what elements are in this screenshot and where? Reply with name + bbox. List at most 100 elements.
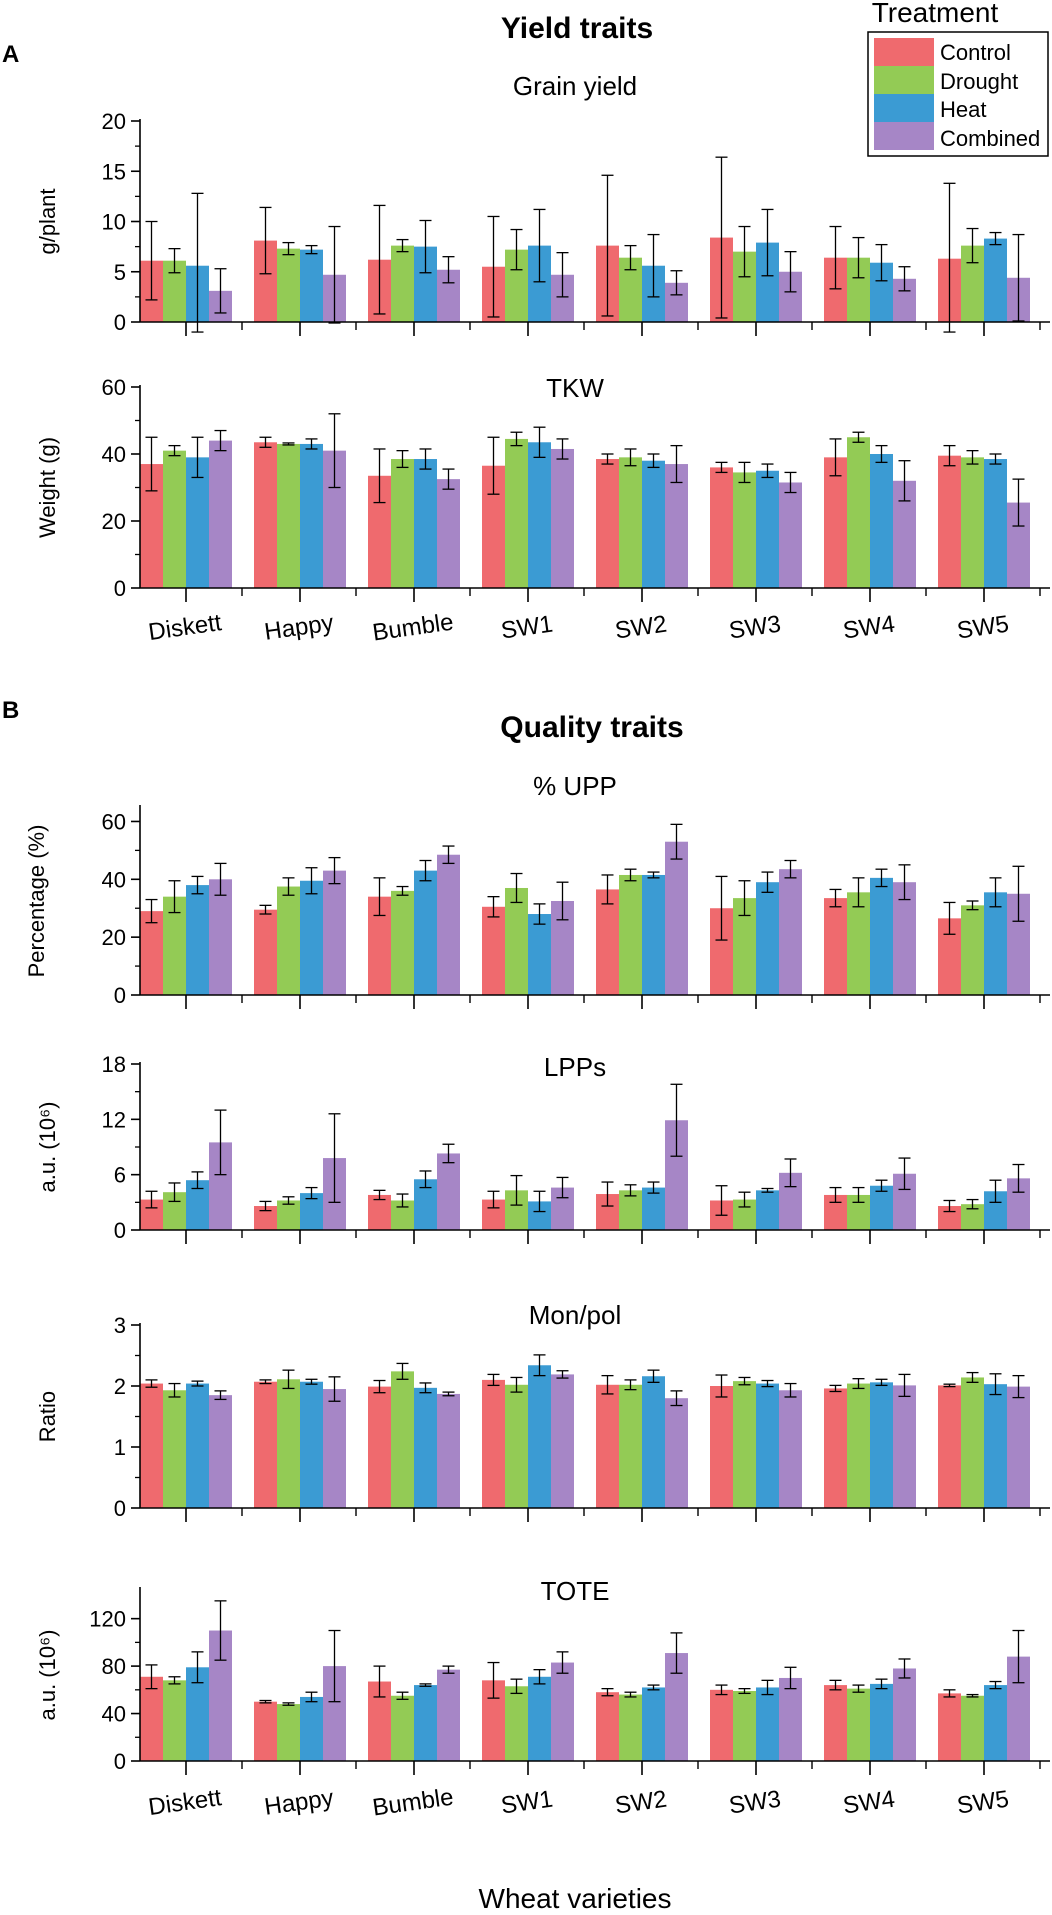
bar-control-sw2: [596, 1692, 619, 1761]
bar-control-sw4: [824, 257, 847, 322]
bar-heat-sw4: [870, 454, 893, 588]
legend-label-control: Control: [940, 40, 1011, 65]
chart-1: Grain yield g/plant 0 5 10 15 20: [35, 71, 1050, 336]
chart-title: TKW: [546, 373, 604, 403]
bar-control-happy: [254, 1701, 277, 1761]
y-tick-label: 5: [114, 260, 126, 285]
chart-2: TKW Weight (g) 0 20 40 60 Diskett Happy Bumble SW…: [35, 373, 1050, 647]
legend-swatch-combined: [874, 122, 934, 150]
bar-heat-sw3: [756, 1687, 779, 1761]
bar-heat-happy: [300, 1193, 323, 1230]
bar-drought-sw3: [733, 251, 756, 322]
y-tick-label: 0: [114, 1218, 126, 1243]
bar-combined-bumble: [437, 479, 460, 588]
bar-combined-sw1: [551, 901, 574, 995]
legend: Treatment Control Drought Heat Combined: [867, 0, 1049, 157]
y-tick-label: 0: [114, 1749, 126, 1774]
bar-control-sw3: [710, 1689, 733, 1761]
bar-combined-sw4: [893, 278, 916, 322]
bar-combined-sw4: [893, 1668, 916, 1761]
bar-combined-sw2: [665, 1398, 688, 1508]
bar-control-happy: [254, 1381, 277, 1508]
bar-drought-bumble: [391, 1200, 414, 1230]
bar-control-bumble: [368, 475, 391, 588]
bar-control-sw3: [710, 467, 733, 588]
bar-heat-sw2: [642, 1687, 665, 1761]
chart-title: % UPP: [533, 771, 617, 801]
bar-heat-sw5: [984, 1685, 1007, 1761]
category-label-sw5: SW5: [955, 1786, 1010, 1820]
bar-drought-sw5: [961, 245, 984, 322]
bar-drought-sw2: [619, 874, 642, 995]
category-label-bumble: Bumble: [371, 609, 455, 647]
chart-title: Mon/pol: [529, 1300, 622, 1330]
bar-heat-happy: [300, 249, 323, 322]
bar-drought-bumble: [391, 890, 414, 995]
chart-title: LPPs: [544, 1052, 606, 1082]
bar-drought-bumble: [391, 459, 414, 588]
bar-control-sw1: [482, 1379, 505, 1508]
chart-title: TOTE: [541, 1576, 610, 1606]
chart-title: Grain yield: [513, 71, 637, 101]
bar-drought-bumble: [391, 245, 414, 322]
bar-heat-sw4: [870, 262, 893, 322]
bar-drought-bumble: [391, 1371, 414, 1508]
bar-heat-sw3: [756, 242, 779, 322]
bar-control-diskett: [140, 1676, 163, 1761]
bar-control-diskett: [140, 1383, 163, 1508]
bar-drought-diskett: [163, 1390, 186, 1508]
y-tick-label: 3: [114, 1313, 126, 1338]
bar-drought-sw3: [733, 1381, 756, 1508]
legend-swatch-drought: [874, 66, 934, 94]
y-axis-label: a.u. (10⁶): [35, 1102, 60, 1193]
chart-3: % UPP Percentage (%) 0 20 40 60: [24, 771, 1050, 1009]
bar-combined-sw5: [1007, 502, 1030, 588]
bar-heat-happy: [300, 1696, 323, 1761]
bar-combined-sw4: [893, 882, 916, 995]
bar-combined-bumble: [437, 854, 460, 995]
bar-drought-bumble: [391, 1695, 414, 1761]
bar-combined-sw1: [551, 1374, 574, 1508]
bar-combined-sw1: [551, 1662, 574, 1761]
bar-drought-happy: [277, 1200, 300, 1230]
bar-heat-sw2: [642, 460, 665, 588]
bar-drought-sw5: [961, 905, 984, 995]
y-tick-label: 120: [89, 1607, 126, 1632]
y-tick-label: 12: [102, 1107, 126, 1132]
bar-heat-happy: [300, 443, 323, 588]
bar-drought-sw2: [619, 1694, 642, 1761]
x-axis-title: Wheat varieties: [479, 1883, 672, 1914]
legend-swatch-control: [874, 38, 934, 66]
bar-combined-sw4: [893, 480, 916, 588]
bar-drought-sw1: [505, 438, 528, 588]
category-label-diskett: Diskett: [147, 1784, 224, 1821]
bar-combined-happy: [323, 1389, 346, 1508]
y-axis-label: Ratio: [35, 1391, 60, 1442]
bar-control-sw4: [824, 1388, 847, 1508]
bar-drought-sw3: [733, 1691, 756, 1761]
legend-label-drought: Drought: [940, 69, 1018, 94]
y-tick-label: 20: [102, 925, 126, 950]
bar-control-sw4: [824, 898, 847, 995]
y-tick-label: 20: [102, 109, 126, 134]
bar-heat-sw3: [756, 882, 779, 995]
bar-drought-sw1: [505, 887, 528, 995]
bar-heat-sw1: [528, 245, 551, 322]
bar-drought-happy: [277, 248, 300, 322]
bar-control-sw1: [482, 1199, 505, 1230]
bar-combined-sw5: [1007, 1386, 1030, 1508]
bar-heat-sw5: [984, 238, 1007, 322]
bar-drought-sw4: [847, 257, 870, 322]
y-axis-label: g/plant: [35, 188, 60, 254]
bar-heat-happy: [300, 1381, 323, 1508]
category-label-diskett: Diskett: [147, 609, 224, 646]
bar-drought-sw5: [961, 457, 984, 588]
y-axis-label: a.u. (10⁶): [35, 1630, 60, 1721]
bar-heat-sw3: [756, 470, 779, 588]
legend-title: Treatment: [872, 0, 999, 28]
y-axis-label: Percentage (%): [24, 825, 49, 978]
bar-drought-happy: [277, 443, 300, 588]
category-label-sw2: SW2: [613, 611, 668, 645]
bar-heat-sw5: [984, 1191, 1007, 1230]
